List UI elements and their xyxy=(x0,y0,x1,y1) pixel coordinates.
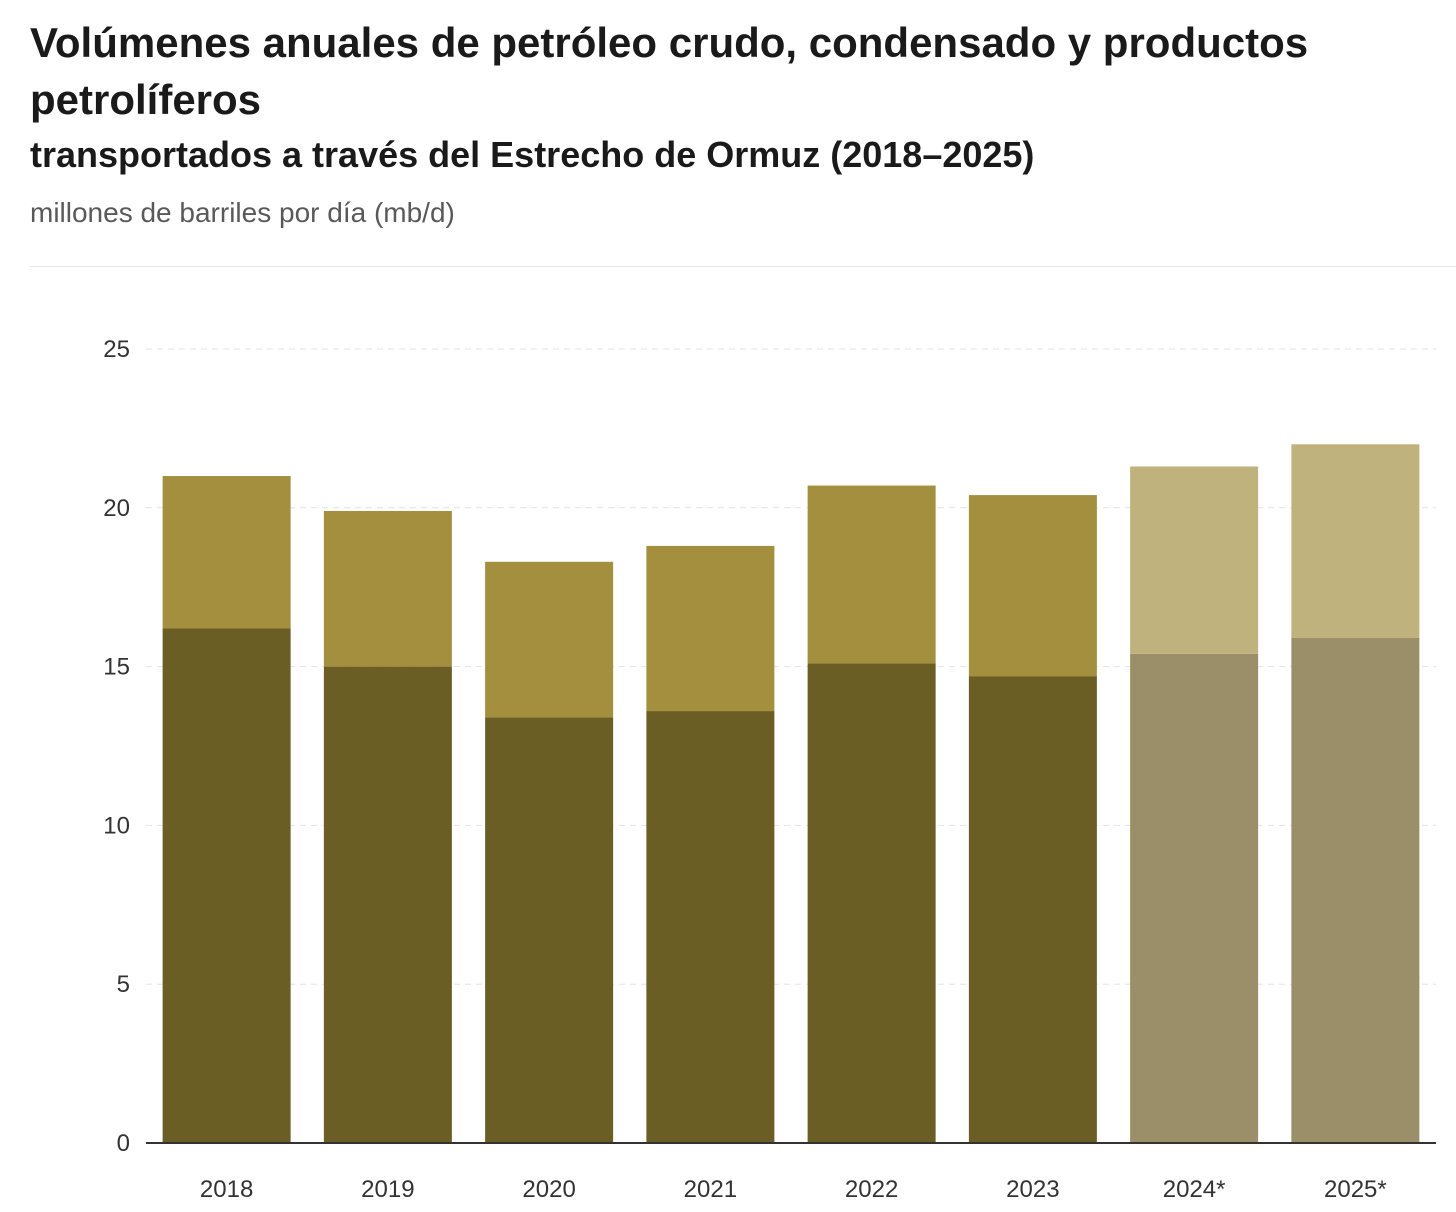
bar-segment-base xyxy=(485,717,614,1143)
x-tick-label: 2018 xyxy=(200,1176,253,1203)
y-tick-label: 15 xyxy=(103,654,130,681)
bar-segment-top xyxy=(968,495,1097,677)
bar-segment-base xyxy=(646,711,775,1143)
y-tick-label: 10 xyxy=(103,812,130,839)
x-tick-label: 2022 xyxy=(845,1176,898,1203)
x-tick-label: 2024* xyxy=(1163,1176,1226,1203)
x-tick-label: 2023 xyxy=(1006,1176,1059,1203)
bar-segment-base xyxy=(968,676,1097,1143)
bar-segment-top xyxy=(485,561,614,718)
x-tick-label: 2020 xyxy=(522,1176,575,1203)
chart-title: Volúmenes anuales de petróleo crudo, con… xyxy=(30,19,1309,123)
chart-subtitle: transportados a través del Estrecho de O… xyxy=(30,134,1035,175)
bar-segment-top xyxy=(1291,444,1420,639)
y-tick-label: 20 xyxy=(103,495,130,522)
bar-segment-top xyxy=(1130,466,1259,654)
bar-segment-base xyxy=(807,663,936,1143)
bar-segment-top xyxy=(162,476,291,629)
x-tick-label: 2025* xyxy=(1324,1176,1387,1203)
bar-segment-base xyxy=(1130,653,1259,1143)
y-tick-label: 0 xyxy=(117,1130,130,1157)
bar-segment-base xyxy=(162,628,291,1143)
x-tick-label: 2019 xyxy=(361,1176,414,1203)
y-tick-label: 25 xyxy=(103,336,130,363)
bar-segment-base xyxy=(1291,638,1420,1143)
bars xyxy=(162,444,1420,1143)
header-divider xyxy=(30,266,1456,267)
bar-segment-top xyxy=(646,545,775,712)
bar-segment-top xyxy=(807,485,936,664)
x-tick-label: 2021 xyxy=(684,1176,737,1203)
bar-segment-base xyxy=(323,666,452,1143)
y-tick-label: 5 xyxy=(117,971,130,998)
y-axis-unit-label: millones de barriles por día (mb/d) xyxy=(30,197,455,228)
tick-labels: 0 5 10 15 20 25 2018 2019 2020 2021 2022 2023 2024* 2… xyxy=(103,336,1386,1203)
bar-segment-top xyxy=(323,510,452,667)
